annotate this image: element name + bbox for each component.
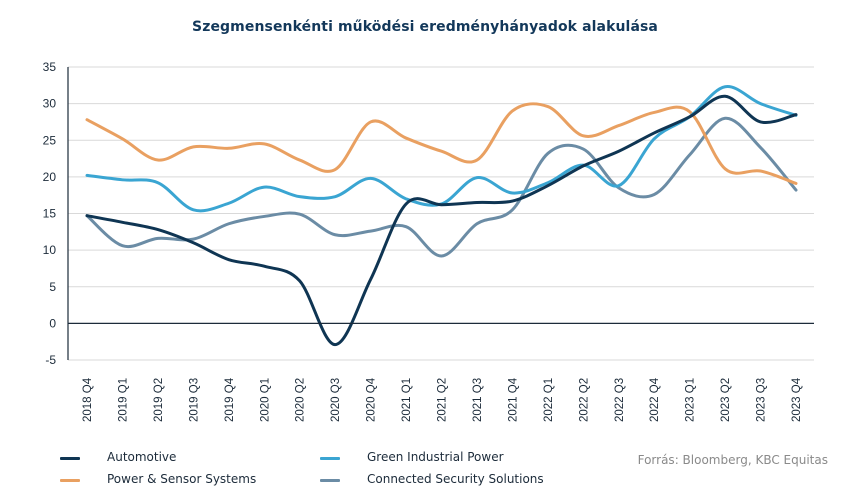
x-tick-label: 2022 Q4 xyxy=(649,377,661,422)
y-tick-label: 0 xyxy=(49,316,56,330)
x-tick-label: 2022 Q3 xyxy=(614,378,626,422)
legend-label: Green Industrial Power xyxy=(367,450,504,464)
y-tick-label: 10 xyxy=(43,243,57,257)
x-tick-label: 2019 Q4 xyxy=(224,377,236,422)
series-line-connected-security-solutions xyxy=(85,116,798,258)
x-tick-label: 2020 Q2 xyxy=(295,378,307,422)
series-line-automotive xyxy=(85,94,798,347)
x-tick-label: 2019 Q1 xyxy=(117,378,129,422)
x-axis-ticks: 2018 Q4 2019 Q1 2019 Q2 2019 Q3 2019 Q4 2020 … xyxy=(82,377,803,422)
series-line-power-sensor-systems xyxy=(85,102,798,185)
x-tick-label: 2023 Q3 xyxy=(756,378,768,422)
x-tick-label: 2021 Q3 xyxy=(472,378,484,422)
legend-label: Automotive xyxy=(107,450,177,464)
x-tick-label: 2023 Q4 xyxy=(791,377,803,422)
series-line-green-industrial-power xyxy=(85,85,798,213)
legend-swatch xyxy=(320,457,340,460)
x-tick-label: 2018 Q4 xyxy=(82,377,94,422)
x-tick-label: 2019 Q3 xyxy=(188,378,200,422)
y-axis-ticks: -5 0 5 10 15 20 25 30 35 xyxy=(43,60,57,367)
y-tick-label: 15 xyxy=(43,207,57,221)
x-tick-label: 2020 Q1 xyxy=(259,378,271,422)
x-tick-label: 2022 Q2 xyxy=(578,378,590,422)
legend-label: Power & Sensor Systems xyxy=(107,472,257,486)
y-tick-label: 5 xyxy=(49,280,56,294)
series-lines xyxy=(85,85,798,347)
y-tick-label: 20 xyxy=(43,170,57,184)
x-tick-label: 2021 Q2 xyxy=(437,378,449,422)
y-tick-label: 35 xyxy=(43,60,57,74)
gridlines xyxy=(68,66,814,361)
x-tick-label: 2023 Q2 xyxy=(720,378,732,422)
y-tick-label: -5 xyxy=(45,353,56,367)
x-tick-label: 2020 Q3 xyxy=(330,378,342,422)
chart-title: Szegmensenkénti működési eredményhányado… xyxy=(192,19,658,35)
x-tick-label: 2022 Q1 xyxy=(543,378,555,422)
legend-swatch xyxy=(320,479,340,482)
x-tick-label: 2020 Q4 xyxy=(366,377,378,422)
x-tick-label: 2019 Q2 xyxy=(153,378,165,422)
legend-swatch xyxy=(60,479,80,482)
y-tick-label: 25 xyxy=(43,133,57,147)
legend-swatch xyxy=(60,457,80,460)
source-note: Forrás: Bloomberg, KBC Equitas xyxy=(637,453,828,467)
x-tick-label: 2021 Q1 xyxy=(401,378,413,422)
x-tick-label: 2021 Q4 xyxy=(507,377,519,422)
legend-label: Connected Security Solutions xyxy=(367,472,544,486)
x-tick-label: 2023 Q1 xyxy=(685,378,697,422)
y-tick-label: 30 xyxy=(43,97,57,111)
